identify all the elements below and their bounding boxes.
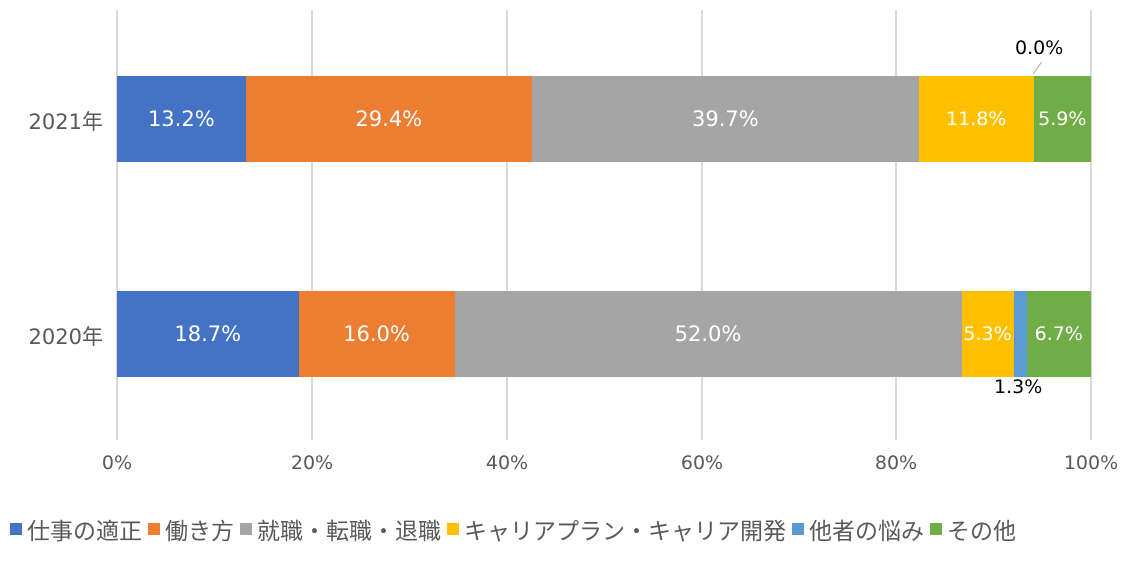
gridline-60 [701, 10, 703, 440]
gridline-40 [506, 10, 508, 440]
legend-swatch-yellow [447, 523, 459, 535]
legend-label: 他者の悩み [809, 519, 924, 545]
label-2021-tasha-no-nayami: 0.0% [1015, 37, 1064, 59]
x-tick-100: 100% [1063, 452, 1119, 474]
gridline-20 [311, 10, 313, 440]
bar-2020: 18.7% 16.0% 52.0% 5.3% 6.7% [117, 291, 1091, 377]
legend-label: その他 [947, 519, 1016, 545]
legend-item-tasha-no-nayami: 他者の悩み [792, 512, 924, 546]
legend-item-career-plan: キャリアプラン・キャリア開発 [447, 512, 786, 546]
segment-shushoku-tenshoku-taishoku: 39.7% [531, 76, 919, 162]
legend-swatch-lightblue [792, 523, 804, 535]
segment-hatarakikata: 16.0% [298, 291, 455, 377]
legend-label: 仕事の適正 [27, 519, 142, 545]
gridline-100 [1090, 10, 1092, 440]
x-tick-40: 40% [485, 452, 529, 474]
gridline-0 [116, 10, 118, 440]
category-label-2020: 2020年 [28, 325, 103, 349]
segment-sonota: 6.7% [1026, 291, 1091, 377]
legend-item-shigoto-tekisei: 仕事の適正 [10, 512, 142, 546]
legend-label: キャリアプラン・キャリア開発 [464, 519, 786, 545]
category-label-2021: 2021年 [28, 110, 103, 134]
legend-label: 働き方 [165, 519, 234, 545]
legend-swatch-gray [240, 523, 252, 535]
legend-item-hatarakikata: 働き方 [148, 512, 234, 546]
segment-tasha-no-nayami [1013, 291, 1027, 377]
segment-shigoto-tekisei: 18.7% [117, 291, 299, 377]
segment-hatarakikata: 29.4% [245, 76, 532, 162]
x-tick-0: 0% [101, 452, 133, 474]
segment-shigoto-tekisei: 13.2% [117, 76, 246, 162]
x-tick-60: 60% [680, 452, 724, 474]
bar-2021: 13.2% 29.4% 39.7% 11.8% 5.9% [117, 76, 1091, 162]
segment-career-plan: 11.8% [918, 76, 1034, 162]
legend-item-sonota: その他 [930, 512, 1016, 546]
label-2020-tasha-no-nayami: 1.3% [994, 376, 1043, 398]
legend-swatch-green [930, 523, 942, 535]
legend-label: 就職・転職・退職 [257, 519, 441, 545]
legend: 仕事の適正 働き方 就職・転職・退職 キャリアプラン・キャリア開発 他者の悩み … [10, 512, 1022, 546]
segment-career-plan: 5.3% [961, 291, 1014, 377]
legend-item-shushoku: 就職・転職・退職 [240, 512, 441, 546]
x-tick-80: 80% [874, 452, 918, 474]
x-tick-20: 20% [290, 452, 334, 474]
legend-swatch-orange [148, 523, 160, 535]
gridline-80 [895, 10, 897, 440]
legend-swatch-blue [10, 523, 22, 535]
segment-shushoku-tenshoku-taishoku: 52.0% [454, 291, 962, 377]
leader-line [1032, 62, 1042, 75]
segment-sonota: 5.9% [1033, 76, 1091, 162]
